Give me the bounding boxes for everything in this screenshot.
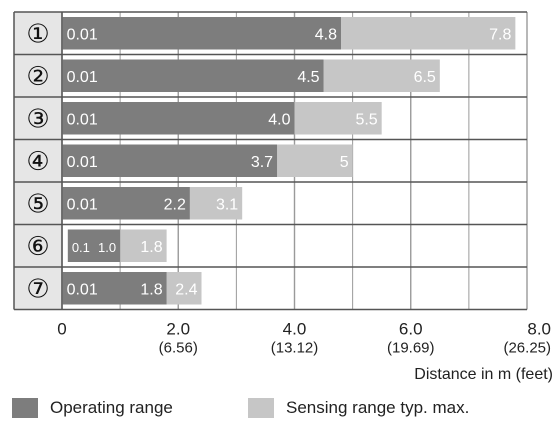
row-label-bg [14,267,62,310]
x-tick-label: 6.0 [399,320,423,339]
x-tick-label: 2.0 [166,320,190,339]
data-label-operating-end: 4.8 [315,26,337,43]
legend-item-sensing: Sensing range typ. max. [248,398,469,418]
bar-sensing [189,187,243,220]
data-label-operating-start: 0.01 [67,69,98,86]
x-tick-label: 0 [57,320,66,339]
row-label-bg [14,182,62,225]
x-tick-sublabel: (6.56) [159,340,198,357]
data-label-operating-start: 0.1 [72,240,90,255]
data-label-operating-end: 4.5 [297,69,319,86]
legend-label-operating: Operating range [50,398,173,417]
data-label-operating-end: 1.0 [98,240,116,255]
row-label-bg [14,12,62,55]
legend: Operating range Sensing range typ. max. [12,398,552,424]
legend-swatch-operating [12,398,38,418]
data-label-operating-start: 0.01 [67,281,98,298]
bar-sensing [166,272,202,305]
data-label-sensing-end: 1.8 [140,239,162,256]
row-label: ① [26,19,49,49]
legend-swatch-sensing [248,398,274,418]
bar-operating [62,272,167,305]
data-label-operating-end: 3.7 [251,154,273,171]
bar-sensing [120,229,167,262]
bar-operating [62,17,342,50]
data-label-sensing-end: 7.8 [489,26,511,43]
row-label-bg [14,139,62,182]
legend-label-sensing: Sensing range typ. max. [286,398,470,417]
legend-item-operating: Operating range [12,398,173,418]
row-label-bg [14,224,62,267]
bar-operating [62,59,324,92]
bar-operating [67,229,121,262]
data-label-sensing-end: 5 [340,154,349,171]
data-label-operating-end: 2.2 [164,196,186,213]
row-label: ⑤ [26,189,49,219]
x-tick-label: 4.0 [283,320,307,339]
row-label: ⑦ [26,274,49,304]
x-tick-sublabel: (19.69) [387,340,435,357]
row-label: ⑥ [26,232,49,262]
x-tick-sublabel: (13.12) [271,340,319,357]
row-label: ② [26,62,49,92]
bar-operating [62,144,278,177]
data-label-sensing-end: 6.5 [414,69,436,86]
x-tick-label: 8.0 [527,320,551,339]
data-label-operating-start: 0.01 [67,196,98,213]
data-label-operating-end: 4.0 [268,111,290,128]
data-label-sensing-end: 2.4 [175,281,197,298]
data-label-sensing-end: 5.5 [355,111,377,128]
data-label-sensing-end: 3.1 [216,196,238,213]
bar-sensing [294,102,382,135]
row-label: ④ [26,147,49,177]
data-label-operating-end: 1.8 [140,281,162,298]
bar-operating [62,187,190,220]
bar-sensing [323,59,440,92]
row-label: ③ [26,104,49,134]
bar-sensing [341,17,516,50]
data-label-operating-start: 0.01 [67,111,98,128]
bar-sensing [277,144,353,177]
row-label-bg [14,97,62,140]
row-label-bg [14,54,62,97]
x-tick-sublabel: (26.25) [503,340,551,357]
bar-operating [62,102,295,135]
x-axis-title: Distance in m (feet) [414,366,553,383]
data-label-operating-start: 0.01 [67,154,98,171]
data-label-operating-start: 0.01 [67,26,98,43]
